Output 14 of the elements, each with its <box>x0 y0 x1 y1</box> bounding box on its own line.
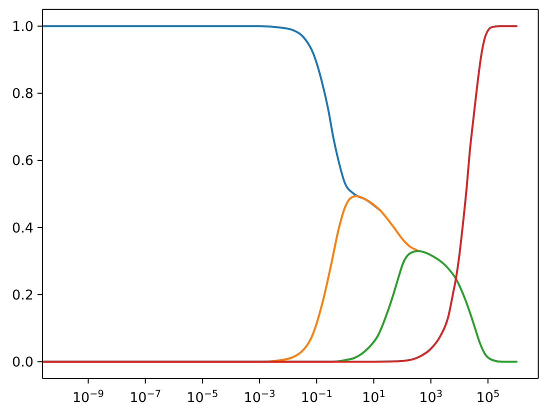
x-tick-label: 10$^{3}$ <box>419 388 443 406</box>
y-tick-label: 0.8 <box>12 86 34 102</box>
y-tick-label: 0.4 <box>12 220 34 236</box>
y-tick-label: 0.6 <box>12 153 34 170</box>
y-tick-label: 1.0 <box>12 18 34 35</box>
y-tick-label: 0.0 <box>12 354 34 371</box>
x-tick-label: 10$^{1}$ <box>362 388 386 406</box>
y-tick-label: 0.2 <box>12 287 34 304</box>
x-tick-label: 10$^{−5}$ <box>186 388 218 406</box>
x-tick-label: 10$^{−7}$ <box>130 388 162 406</box>
x-tick-label: 10$^{−3}$ <box>244 388 276 406</box>
x-tick-label: 10$^{−9}$ <box>72 388 104 406</box>
x-tick-label: 10$^{−1}$ <box>300 388 332 406</box>
x-tick-label: 10$^{5}$ <box>476 388 500 406</box>
